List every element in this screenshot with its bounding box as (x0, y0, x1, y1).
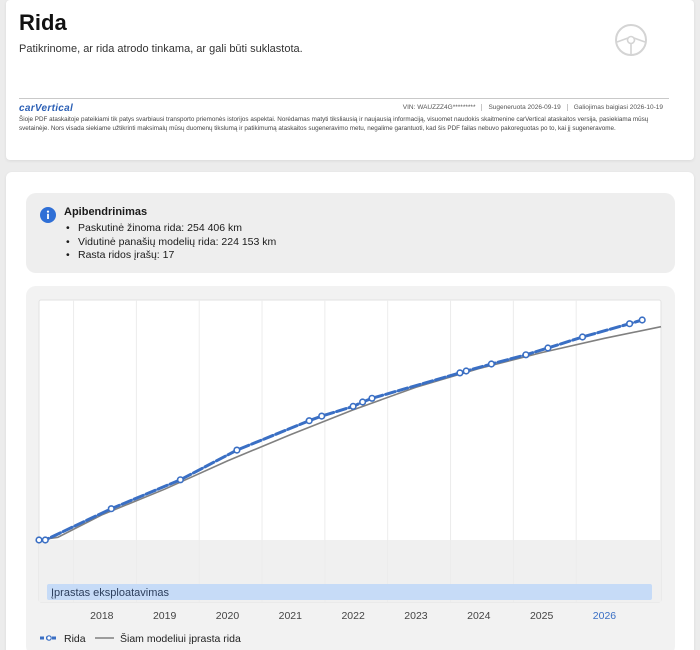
mileage-records-count: Rasta ridos įrašų: 17 (64, 249, 276, 263)
legend-expected-label: Šiam modeliui įprasta rida (120, 632, 241, 645)
x-tick-label: 2018 (90, 610, 114, 622)
report-header-card (6, 0, 694, 160)
mileage-point (625, 320, 634, 328)
mileage-point (638, 316, 646, 324)
mileage-point (368, 394, 376, 402)
mileage-point (107, 505, 115, 513)
mileage-point (456, 369, 464, 377)
mileage-point (233, 446, 241, 454)
vin-value: VIN: WAUZZZ4G********* (402, 104, 476, 111)
mileage-line (37, 318, 644, 542)
carvertical-logo: carVertical (19, 103, 74, 114)
expected-mileage-line (38, 325, 662, 541)
mileage-point (359, 398, 367, 406)
x-tick-label: 2026 (593, 610, 617, 622)
last-known-mileage: Paskutinė žinoma rida: 254 406 km (64, 222, 276, 236)
legend-mileage-label: Rida (64, 633, 86, 645)
mileage-point (176, 476, 184, 484)
valid-until-date: Galiojimas baigiasi 2026-10-19 (566, 104, 669, 111)
legend-mileage-marker (46, 635, 52, 641)
mileage-point (349, 402, 357, 411)
x-tick-label: 2024 (467, 610, 491, 622)
x-tick-label: 2023 (404, 610, 428, 622)
report-meta-bar: carVertical VIN: WAUZZZ4G********* Sugen… (19, 98, 669, 114)
summary-list: Paskutinė žinoma rida: 254 406 km Viduti… (64, 222, 276, 263)
page-subtitle: Patikrinome, ar rida atrodo tinkama, ar … (19, 43, 303, 55)
mileage-point (578, 333, 587, 341)
mileage-point (35, 536, 43, 544)
mileage-point (305, 417, 313, 425)
average-model-mileage: Vidutinė panašių modelių rida: 224 153 k… (64, 236, 276, 250)
mileage-point (41, 536, 49, 544)
info-icon (40, 207, 56, 223)
generated-date: Sugeneruota 2026-09-19 (481, 104, 566, 111)
page-title: Rida (19, 10, 67, 35)
mileage-point (487, 360, 496, 368)
mileage-point (462, 367, 470, 375)
normal-usage-label: Įprastas eksploatavimas (51, 587, 169, 599)
x-tick-label: 2019 (153, 610, 177, 622)
steering-wheel-icon (615, 24, 647, 56)
summary-title: Apibendrinimas (64, 206, 148, 218)
mileage-point (522, 351, 530, 359)
x-tick-label: 2021 (279, 610, 303, 622)
report-meta: VIN: WAUZZZ4G********* Sugeneruota 2026-… (397, 104, 669, 111)
x-tick-label: 2025 (530, 610, 554, 622)
normal-usage-band (47, 584, 652, 600)
x-tick-label: 2020 (216, 610, 240, 622)
mileage-point (318, 412, 326, 420)
mileage-point (544, 344, 552, 352)
disclaimer-text: Šioje PDF ataskaitoje pateikiami tik pat… (19, 116, 649, 132)
x-tick-label: 2022 (341, 610, 365, 622)
